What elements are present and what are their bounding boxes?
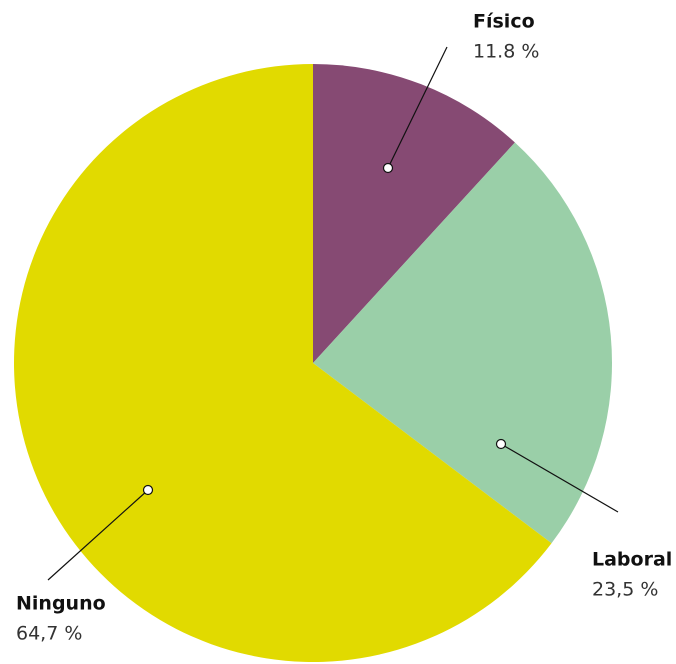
leader-dot (495, 438, 507, 450)
slice-value: 11.8 % (473, 41, 539, 63)
pie-slice (313, 142, 612, 544)
pie-slice (14, 64, 552, 662)
leader-dot (382, 162, 394, 174)
slice-label: Laboral (592, 549, 672, 571)
leader-line (500, 443, 619, 513)
slice-value: 23,5 % (592, 579, 658, 601)
slice-value: 64,7 % (16, 623, 82, 645)
leader-dot (142, 484, 154, 496)
slice-label: Ninguno (16, 593, 106, 615)
slice-label: Físico (473, 11, 535, 33)
leader-line (47, 489, 149, 581)
pie-slice (313, 64, 515, 363)
leader-line (387, 46, 448, 169)
